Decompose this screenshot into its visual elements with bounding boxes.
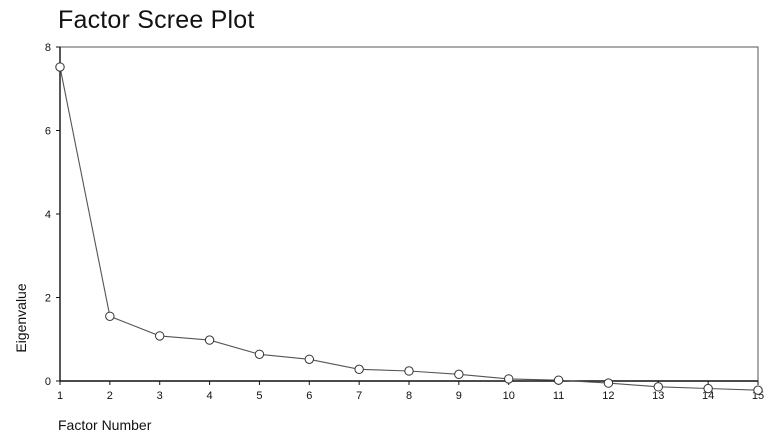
- x-tick-label: 8: [406, 390, 412, 402]
- data-point: [454, 369, 464, 380]
- x-tick-label: 2: [107, 390, 113, 402]
- data-point: [404, 366, 414, 376]
- plot-frame: [59, 46, 759, 382]
- x-tick-label: 6: [306, 390, 312, 402]
- data-point: [504, 374, 514, 384]
- data-point: [105, 311, 115, 321]
- data-point: [304, 354, 314, 364]
- x-tick-label: 14: [702, 390, 714, 402]
- plot-axes: [59, 46, 759, 382]
- data-point: [354, 364, 364, 375]
- x-tick-label: 5: [256, 390, 262, 402]
- data-point: [254, 349, 265, 359]
- x-tick-label: 11: [553, 390, 564, 402]
- y-tick-label: 4: [45, 209, 51, 221]
- x-tick-label: 12: [602, 390, 614, 402]
- data-point: [653, 382, 663, 392]
- y-axis-ticks: 0 2 4 6 8: [45, 42, 60, 388]
- x-tick-label: 1: [57, 390, 63, 402]
- data-point: [553, 375, 564, 385]
- x-tick-label: 10: [503, 390, 515, 402]
- x-tick-label: 13: [652, 390, 664, 402]
- data-point: [753, 385, 763, 395]
- data-point: [204, 335, 215, 345]
- data-point: [703, 383, 713, 394]
- x-tick-label: 7: [356, 390, 362, 402]
- chart-title: Factor Scree Plot: [58, 6, 255, 34]
- data-point: [55, 62, 65, 72]
- y-tick-label: 2: [45, 293, 51, 305]
- y-axis-label: Eigenvalue: [13, 283, 29, 353]
- y-tick-label: 6: [45, 126, 51, 138]
- x-tick-label: 9: [456, 390, 462, 402]
- x-axis-label: Factor Number: [58, 417, 152, 433]
- series-line: [59, 66, 759, 391]
- data-point: [603, 378, 614, 388]
- x-axis-ticks: 1 2 3 4 5 6 7 8 9 10 11 12 13 14 15: [57, 381, 764, 402]
- x-tick-label: 3: [157, 390, 163, 402]
- x-tick-label: 4: [207, 390, 213, 402]
- data-point: [155, 331, 165, 341]
- eigenvalue-series: [55, 62, 763, 395]
- y-tick-label: 8: [45, 42, 51, 54]
- y-tick-label: 0: [45, 376, 51, 388]
